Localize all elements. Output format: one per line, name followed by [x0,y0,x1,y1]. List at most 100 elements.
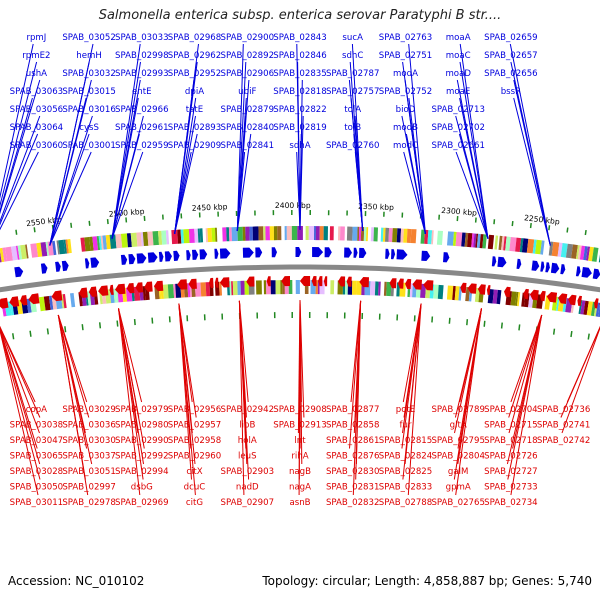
plus-leader-line [0,151,39,231]
plus-leader-line [0,43,34,200]
plus-gene-label: moaA [446,33,471,43]
outer-feature-block [147,231,154,246]
outer-feature-block [152,231,159,246]
minus-strand-gene-arrow [423,280,434,291]
outer-feature-block [130,232,138,247]
outer-feature-block [464,232,469,247]
plus-strand-gene-arrow [147,252,158,263]
plus-strand-gene-arrow [136,253,147,264]
outer-feature-block [158,230,163,245]
ruler-tick [570,330,573,338]
minus-gene-label: SPAB_02833 [379,483,433,493]
outer-feature-block [56,240,60,255]
outer-feature-block [388,228,393,243]
outer-feature-block [591,247,599,262]
plus-strand-gene-arrow [560,264,566,275]
outer-feature-block [358,226,362,241]
outer-feature-block [565,243,573,259]
outer-feature-block [231,227,238,242]
outer-feature-block [177,229,182,244]
minus-gene-label: SPAB_02942 [221,405,275,415]
minus-gene-label: SPAB_02903 [221,467,275,477]
plus-leader-line [111,151,144,239]
minus-leader-line [407,303,422,496]
outer-feature-block [373,227,378,242]
minus-leader-line [118,308,145,449]
kbp-tick-label: 2550 kbp [26,215,63,228]
minus-strand-gene-arrow [477,284,486,295]
plus-strand-gene-arrow [531,260,540,271]
inner-feature-block [378,281,381,296]
outer-feature-block [40,242,48,257]
plus-gene-label: SPAB_03015 [62,87,116,97]
plus-strand-gene-arrow [120,254,128,265]
minus-gene-label: SPAB_03047 [10,436,64,446]
outer-feature-block [370,227,374,242]
plus-gene-label: SPAB_02841 [221,141,275,151]
kbp-tick-label: 2450 kbp [192,202,228,213]
minus-gene-label: SPAB_03028 [10,467,64,477]
plus-gene-label: moaD [445,69,471,79]
inner-feature-block [437,284,444,300]
outer-feature-block [269,226,274,241]
minus-gene-label: lipB [239,421,255,431]
minus-strand-gene-arrow [98,285,109,296]
minus-strand-gene-arrow [214,277,219,288]
outer-feature-block [17,245,23,260]
inner-feature-block [173,283,177,298]
plus-leader-line [459,97,489,239]
outer-feature-block [0,250,2,263]
inner-feature-block [580,300,586,315]
plus-strand-gene-arrow [295,247,302,257]
plus-gene-label: bssR [501,87,521,97]
plus-leader-line [299,133,302,231]
outer-feature-block [461,232,466,247]
plus-gene-label: SPAB_02840 [221,123,275,133]
outer-feature-block [588,246,594,262]
ruler-tick [33,227,36,233]
plus-gene-label: sucA [342,33,363,43]
plus-gene-label: modC [393,141,418,151]
outer-feature-block [577,245,582,260]
inner-feature-block [433,284,439,299]
plus-gene-label: SPAB_02906 [221,69,275,79]
plus-gene-label: SPAB_02993 [115,69,169,79]
outer-feature-block [47,241,54,256]
inner-feature-block [229,281,232,296]
ruler-tick [548,225,551,231]
minus-leader-line [0,327,41,480]
plus-gene-label: SPAB_02822 [273,105,327,115]
plus-gene-label: SPAB_02968 [168,33,222,43]
plus-strand-gene-arrow [128,254,136,265]
inner-feature-block [465,287,470,302]
plus-gene-label: SPAB_02757 [326,87,380,97]
outer-feature-block [551,241,560,257]
minus-gene-label: nadD [236,483,259,493]
outer-feature-block [535,239,542,255]
minus-leader-line [506,314,543,465]
plus-gene-label: SPAB_02787 [326,69,380,79]
plus-leader-line [49,61,90,246]
minus-leader-line [401,303,422,449]
minus-gene-label: SPAB_02788 [379,498,433,508]
outer-feature-block [521,238,529,253]
outer-feature-block [273,226,278,241]
minus-gene-label: SPAB_02958 [168,436,222,446]
inner-feature-block [280,280,283,295]
outer-feature-block [501,236,505,251]
minus-strand-gene-arrow [115,283,126,295]
minus-leader-line [0,328,39,496]
plus-leader-line [111,133,140,239]
inner-feature-block [295,280,300,294]
outer-feature-block [252,226,259,241]
plus-gene-label: SPAB_02961 [115,123,169,133]
plus-gene-label: SPAB_02657 [484,51,538,61]
minus-gene-label: SPAB_03011 [10,498,64,508]
plus-strand-gene-arrow [540,261,545,272]
inner-feature-block [583,300,589,315]
inner-feature-block [458,286,462,301]
minus-gene-label: SPAB_03051 [62,467,116,477]
outer-feature-block [36,242,43,257]
plus-gene-label: SPAB_02966 [115,105,169,115]
plus-leader-line [455,151,489,239]
